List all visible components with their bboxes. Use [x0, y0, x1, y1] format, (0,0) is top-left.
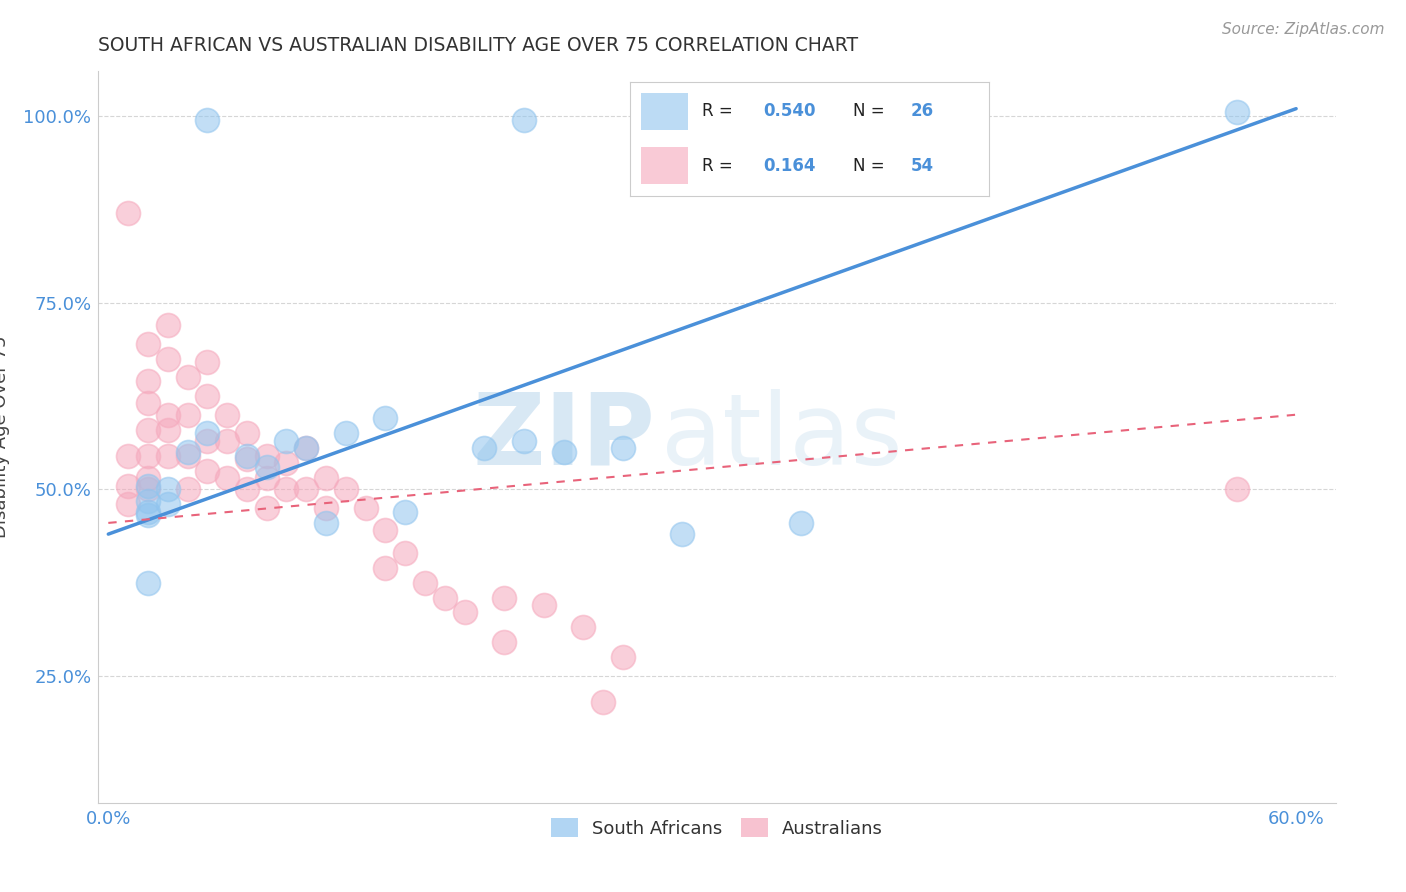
Point: [276, 456, 298, 470]
Point: [413, 575, 436, 590]
Point: [136, 471, 159, 485]
Point: [236, 449, 259, 463]
Point: [156, 497, 179, 511]
Point: [176, 449, 198, 463]
Point: [195, 464, 218, 478]
Point: [136, 336, 159, 351]
Point: [592, 695, 614, 709]
Point: [217, 408, 239, 422]
Point: [195, 112, 218, 127]
Point: [671, 527, 693, 541]
Point: [195, 434, 218, 448]
Point: [156, 351, 179, 366]
Point: [136, 483, 159, 497]
Point: [117, 206, 139, 220]
Point: [374, 560, 396, 574]
Point: [474, 442, 496, 456]
Point: [136, 493, 159, 508]
Point: [136, 575, 159, 590]
Point: [195, 426, 218, 441]
Point: [315, 500, 337, 515]
Point: [494, 635, 516, 649]
Point: [374, 524, 396, 538]
Y-axis label: Disability Age Over 75: Disability Age Over 75: [0, 335, 10, 539]
Point: [354, 500, 377, 515]
Point: [256, 471, 278, 485]
Point: [276, 483, 298, 497]
Point: [513, 434, 536, 448]
Point: [136, 423, 159, 437]
Point: [335, 483, 357, 497]
Point: [433, 591, 456, 605]
Point: [494, 591, 516, 605]
Point: [136, 449, 159, 463]
Legend: South Africans, Australians: South Africans, Australians: [544, 811, 890, 845]
Point: [236, 483, 259, 497]
Point: [256, 459, 278, 474]
Point: [394, 505, 416, 519]
Point: [156, 483, 179, 497]
Point: [394, 546, 416, 560]
Point: [513, 112, 536, 127]
Point: [136, 508, 159, 523]
Point: [136, 374, 159, 388]
Point: [553, 445, 575, 459]
Point: [256, 449, 278, 463]
Point: [374, 411, 396, 425]
Point: [156, 423, 179, 437]
Point: [315, 516, 337, 530]
Point: [217, 434, 239, 448]
Point: [136, 396, 159, 410]
Point: [136, 505, 159, 519]
Point: [156, 318, 179, 332]
Point: [176, 445, 198, 459]
Point: [315, 471, 337, 485]
Point: [236, 426, 259, 441]
Point: [612, 442, 634, 456]
Point: [295, 442, 318, 456]
Text: SOUTH AFRICAN VS AUSTRALIAN DISABILITY AGE OVER 75 CORRELATION CHART: SOUTH AFRICAN VS AUSTRALIAN DISABILITY A…: [98, 36, 859, 54]
Point: [176, 370, 198, 384]
Point: [117, 449, 139, 463]
Point: [117, 478, 139, 492]
Point: [117, 497, 139, 511]
Point: [453, 606, 475, 620]
Text: Source: ZipAtlas.com: Source: ZipAtlas.com: [1222, 22, 1385, 37]
Point: [612, 650, 634, 665]
Point: [236, 452, 259, 467]
Point: [156, 449, 179, 463]
Point: [295, 483, 318, 497]
Point: [195, 389, 218, 403]
Point: [1226, 105, 1249, 120]
Text: ZIP: ZIP: [472, 389, 655, 485]
Point: [335, 426, 357, 441]
Point: [1226, 483, 1249, 497]
Point: [295, 442, 318, 456]
Point: [136, 478, 159, 492]
Point: [176, 408, 198, 422]
Point: [276, 434, 298, 448]
Point: [790, 516, 813, 530]
Point: [176, 483, 198, 497]
Point: [533, 598, 555, 612]
Point: [256, 500, 278, 515]
Point: [217, 471, 239, 485]
Text: atlas: atlas: [661, 389, 903, 485]
Point: [572, 620, 595, 634]
Point: [156, 408, 179, 422]
Point: [195, 355, 218, 369]
